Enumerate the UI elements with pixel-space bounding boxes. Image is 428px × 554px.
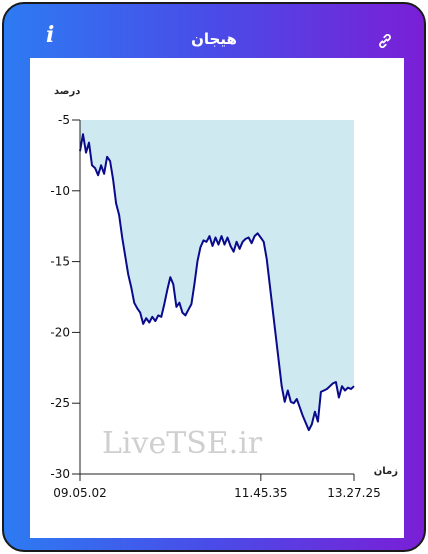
info-icon[interactable]: i	[46, 22, 55, 48]
y-axis-label: درصد	[54, 86, 80, 97]
chart-panel: درصد زمان LiveTSE.ir -5 -10 -15 -20 -25 -30 0…	[30, 58, 404, 538]
x-tick-label: 13.27.25	[327, 486, 380, 500]
watermark: LiveTSE.ir	[102, 426, 263, 461]
series-line	[79, 133, 355, 432]
y-tick-label: -15	[50, 255, 70, 269]
y-ticks: -5 -10 -15 -20 -25 -30	[50, 113, 80, 481]
y-tick-label: -10	[50, 184, 70, 198]
link-icon[interactable]	[376, 32, 394, 50]
x-axis-label: زمان	[374, 466, 398, 477]
header: i هیجان	[4, 4, 424, 56]
chart: درصد زمان LiveTSE.ir -5 -10 -15 -20 -25 -30 0…	[50, 86, 398, 500]
page-title: هیجان	[191, 30, 237, 48]
x-ticks: 09.05.02 11.45.35 13.27.25	[53, 474, 381, 500]
y-tick-label: -30	[50, 467, 70, 481]
x-tick-label: 11.45.35	[234, 486, 287, 500]
plot-area	[79, 120, 355, 475]
area-fill	[80, 120, 354, 431]
y-tick-label: -25	[50, 396, 70, 410]
x-tick-label: 09.05.02	[53, 486, 106, 500]
y-tick-label: -20	[50, 325, 70, 339]
y-tick-label: -5	[58, 113, 70, 127]
